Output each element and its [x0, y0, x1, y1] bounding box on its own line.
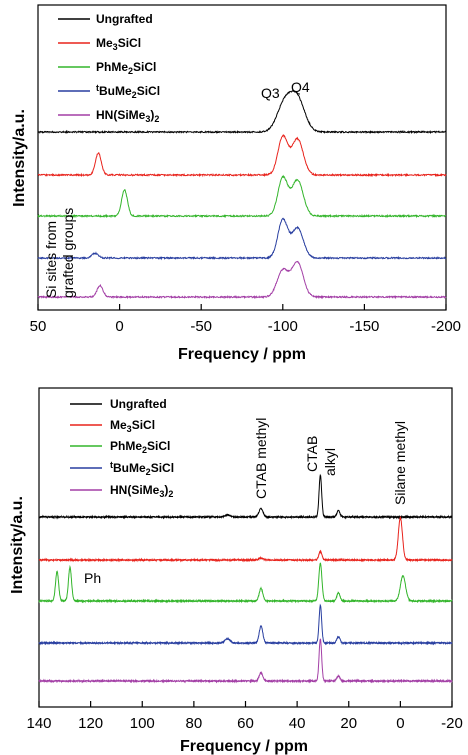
top-trace-0 — [37, 89, 447, 135]
bottom-annotation-ctab-methyl: CTAB methyl — [253, 418, 269, 499]
top-x-tick-label: -100 — [268, 318, 298, 335]
bottom-legend-me3sicl: Me3SiCl — [110, 418, 155, 434]
top-panel: 50 0 -50 -100 -150 -200 Ungrafted Me3SiCl PhM… — [11, 4, 461, 363]
bot-trace-2 — [38, 562, 453, 604]
bot-x-tick-label: 100 — [130, 715, 155, 732]
top-annotation-grafted-groups: grafted groups — [60, 208, 76, 298]
top-annotation-si-sites: Si sites from — [43, 221, 59, 298]
top-legend-hmds: HN(SiMe3)2 — [96, 108, 159, 124]
bottom-legend-phme2sicl: PhMe2SiCl — [110, 439, 170, 455]
bot-trace-1 — [38, 515, 453, 563]
top-trace-1 — [37, 134, 447, 178]
bottom-legend-tbume2sicl: tBuMe2SiCl — [110, 460, 174, 477]
bot-x-tick-label: 20 — [340, 715, 357, 732]
top-traces — [37, 89, 447, 300]
top-annotation-q4: Q4 — [291, 79, 310, 95]
top-x-tick-label: 50 — [30, 318, 47, 335]
bottom-x-ticks: 140 120 100 80 60 40 20 0 -20 — [26, 701, 463, 732]
bot-x-tick-label: -20 — [441, 715, 463, 732]
top-legend-ungrafted: Ungrafted — [96, 12, 153, 26]
top-x-tick-label: -50 — [190, 318, 212, 335]
bottom-y-axis-label: Intensity/a.u. — [9, 496, 26, 594]
top-legend-tbume2sicl: tBuMe2SiCl — [96, 83, 160, 100]
bottom-annotation-silane-methyl: Silane methyl — [392, 421, 408, 505]
top-x-ticks: 50 0 -50 -100 -150 -200 — [30, 304, 461, 335]
bot-trace-4 — [38, 638, 453, 684]
bot-x-tick-label: 140 — [26, 715, 51, 732]
top-y-axis-label: Intensity/a.u. — [11, 109, 28, 207]
top-x-tick-label: -200 — [431, 318, 461, 335]
bot-x-tick-label: 40 — [289, 715, 306, 732]
top-x-tick-label: 0 — [115, 318, 123, 335]
bottom-annotation-ph: Ph — [84, 570, 101, 586]
top-trace-2 — [37, 174, 447, 219]
bottom-annotation-ctab: CTAB — [304, 436, 320, 472]
bottom-plot-frame — [38, 387, 453, 708]
bot-x-tick-label: 120 — [78, 715, 103, 732]
top-legend-phme2sicl: PhMe2SiCl — [96, 60, 156, 76]
bot-x-tick-label: 0 — [396, 715, 404, 732]
top-x-tick-label: -150 — [349, 318, 379, 335]
bottom-x-axis-label: Frequency / ppm — [180, 738, 308, 755]
top-annotation-q3: Q3 — [261, 85, 280, 101]
top-legend: Ungrafted Me3SiCl PhMe2SiCl tBuMe2SiCl H… — [58, 12, 160, 124]
bot-x-tick-label: 80 — [186, 715, 203, 732]
top-trace-3 — [37, 217, 447, 261]
top-plot-frame — [37, 4, 447, 311]
bottom-traces — [38, 473, 453, 684]
bottom-legend-ungrafted: Ungrafted — [110, 397, 167, 411]
top-x-axis-label: Frequency / ppm — [178, 346, 306, 363]
bottom-legend: Ungrafted Me3SiCl PhMe2SiCl tBuMe2SiCl H… — [70, 397, 174, 499]
top-trace-4 — [37, 260, 447, 300]
bottom-panel: 140 120 100 80 60 40 20 0 -20 Ungrafted Me3SiCl … — [9, 387, 463, 755]
bot-trace-0 — [38, 473, 453, 520]
top-legend-me3sicl: Me3SiCl — [96, 36, 141, 52]
bottom-annotation-alkyl: alkyl — [322, 448, 338, 476]
bottom-legend-hmds: HN(SiMe3)2 — [110, 483, 173, 499]
bot-trace-3 — [38, 603, 453, 646]
bot-x-tick-label: 60 — [237, 715, 254, 732]
